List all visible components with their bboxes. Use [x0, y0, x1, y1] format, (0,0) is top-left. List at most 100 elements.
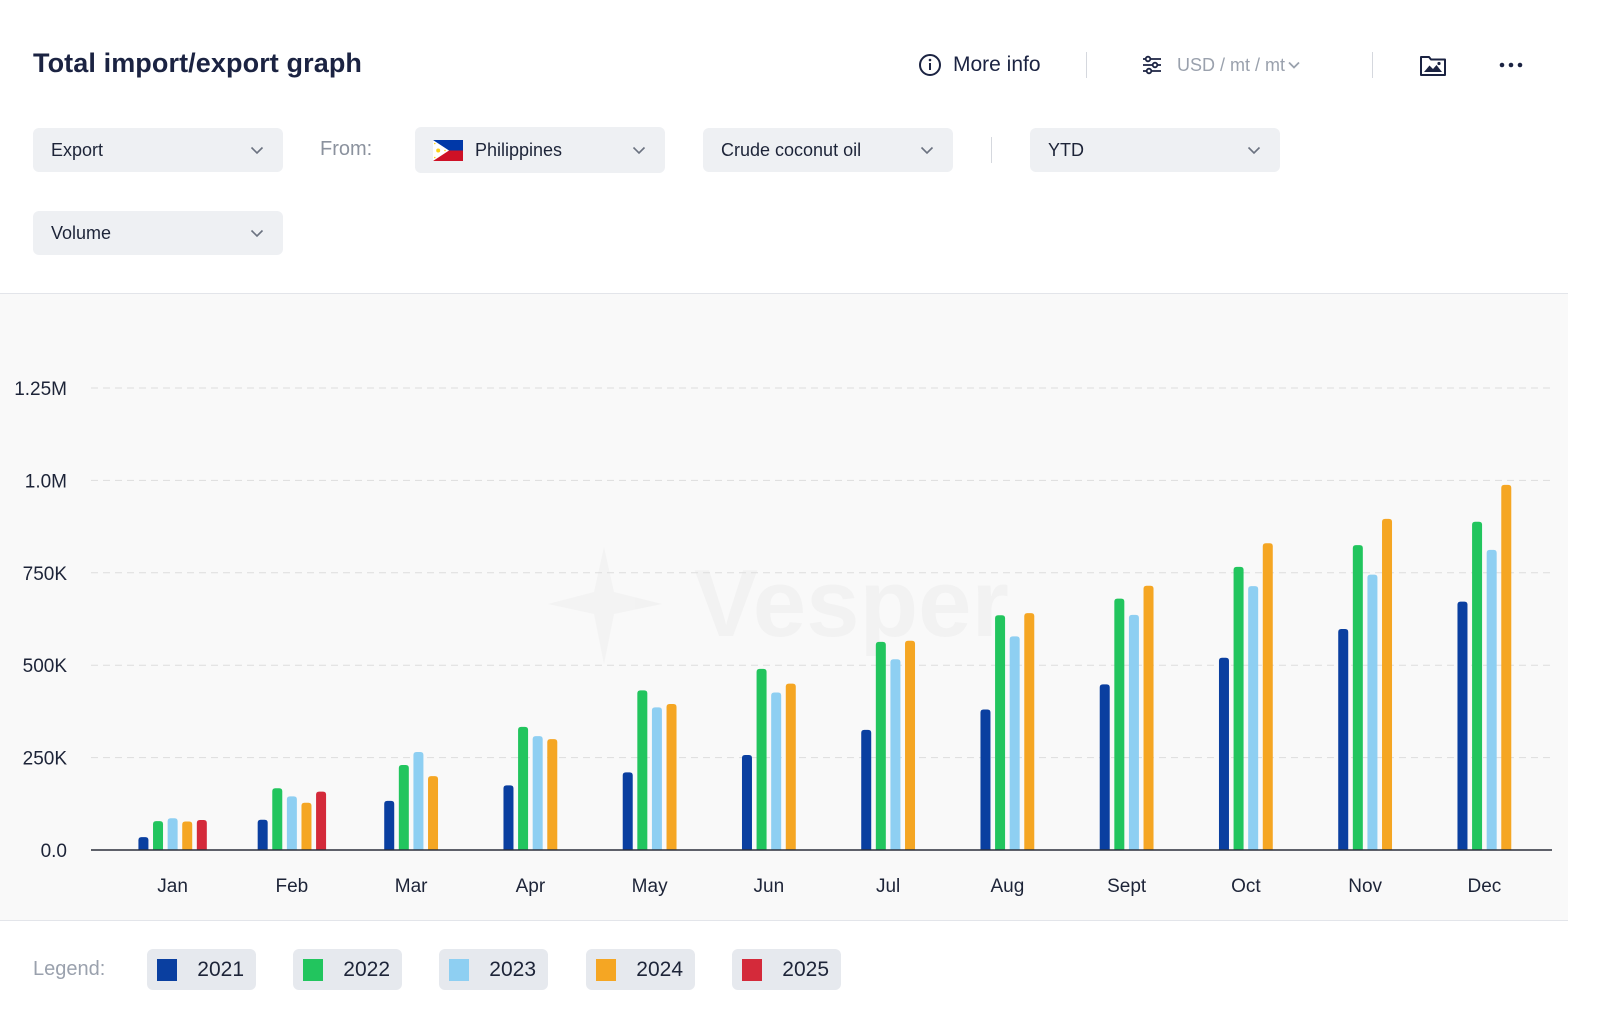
bar-2022-apr[interactable] [518, 726, 529, 850]
bar-2022-mar[interactable] [398, 764, 409, 850]
bar-2021-jul[interactable] [861, 729, 872, 850]
measure-dropdown[interactable]: Volume [33, 211, 283, 255]
bar-2023-jun[interactable] [771, 692, 782, 850]
product-dropdown[interactable]: Crude coconut oil [703, 128, 953, 172]
legend-year: 2025 [782, 957, 829, 981]
y-tick-label: 1.25M [14, 379, 67, 400]
units-label: USD / mt / mt [1177, 54, 1285, 75]
x-tick-label: Apr [516, 876, 546, 897]
chevron-down-icon [1288, 61, 1300, 69]
units-selector[interactable]: USD / mt / mt [1141, 50, 1301, 80]
bar-2024-apr[interactable] [547, 739, 558, 850]
bar-2023-apr[interactable] [532, 736, 543, 850]
bar-2023-oct[interactable] [1248, 586, 1259, 850]
chevron-down-icon [920, 146, 934, 155]
bar-2021-jun[interactable] [741, 755, 752, 850]
legend-swatch [157, 958, 178, 981]
image-folder-icon [1420, 56, 1446, 76]
x-tick-label: Oct [1231, 876, 1261, 897]
bar-2021-sept[interactable] [1099, 684, 1110, 850]
bar-2023-may[interactable] [651, 707, 662, 850]
philippines-flag-icon [433, 139, 463, 161]
legend-item-2023[interactable]: 2023 [439, 949, 548, 990]
legend-swatch [742, 958, 763, 981]
y-tick-label: 250K [23, 749, 68, 770]
bar-2021-jan[interactable] [138, 837, 149, 850]
bar-2024-nov[interactable] [1382, 518, 1393, 850]
legend-item-2022[interactable]: 2022 [293, 949, 402, 990]
bar-2024-jan[interactable] [182, 821, 193, 850]
filter-divider [991, 137, 992, 163]
legend-year: 2023 [489, 957, 536, 981]
bar-2024-oct[interactable] [1262, 543, 1273, 850]
ellipsis-icon [1499, 62, 1523, 68]
period-dropdown[interactable]: YTD [1030, 128, 1280, 172]
x-tick-label: Jan [157, 876, 188, 897]
bar-2022-jul[interactable] [875, 641, 886, 850]
bar-2023-dec[interactable] [1486, 549, 1497, 850]
legend-year: 2024 [636, 957, 683, 981]
bar-2023-sept[interactable] [1128, 614, 1139, 850]
legend-item-2021[interactable]: 2021 [147, 949, 256, 990]
bar-2022-sept[interactable] [1114, 598, 1125, 850]
x-tick-label: May [632, 876, 668, 897]
bar-2022-jun[interactable] [756, 668, 767, 850]
measure-value: Volume [51, 222, 112, 243]
bar-2023-mar[interactable] [413, 752, 424, 850]
bar-2025-feb[interactable] [316, 791, 327, 850]
vesper-watermark: Vesper [548, 547, 1009, 664]
x-tick-label: Sept [1107, 876, 1147, 897]
bar-2021-apr[interactable] [503, 785, 514, 850]
bar-2024-may[interactable] [666, 704, 677, 850]
bar-2021-aug[interactable] [980, 709, 991, 850]
bar-2021-oct[interactable] [1218, 657, 1229, 850]
more-info-button[interactable]: More info [918, 50, 1041, 80]
bar-2022-aug[interactable] [995, 615, 1006, 850]
legend-swatch [449, 958, 470, 981]
bar-2023-jan[interactable] [167, 818, 178, 850]
country-dropdown[interactable]: Philippines [415, 127, 665, 173]
more-info-label: More info [953, 53, 1041, 76]
bar-2022-feb[interactable] [272, 788, 283, 850]
bar-2021-dec[interactable] [1457, 601, 1468, 850]
bar-2022-dec[interactable] [1472, 521, 1483, 850]
bar-2024-jul[interactable] [905, 640, 916, 850]
bar-2023-feb[interactable] [286, 796, 297, 850]
bar-2022-oct[interactable] [1233, 566, 1244, 850]
bar-2021-may[interactable] [622, 772, 633, 850]
legend-item-2024[interactable]: 2024 [586, 949, 695, 990]
legend-label: Legend: [33, 958, 106, 980]
bar-2023-aug[interactable] [1009, 636, 1020, 850]
bar-2021-mar[interactable] [384, 800, 395, 850]
watermark-text: Vesper [694, 550, 1009, 657]
product-value: Crude coconut oil [721, 139, 862, 160]
bar-2023-jul[interactable] [890, 659, 901, 850]
bar-2024-sept[interactable] [1143, 585, 1154, 850]
bar-2021-feb[interactable] [257, 819, 268, 850]
bar-2024-dec[interactable] [1501, 484, 1512, 850]
bar-2024-mar[interactable] [428, 776, 439, 850]
x-tick-label: Feb [276, 876, 309, 897]
bar-2024-feb[interactable] [301, 802, 312, 850]
bar-2022-jan[interactable] [153, 821, 164, 850]
x-tick-label: Nov [1348, 876, 1382, 897]
bar-2024-jun[interactable] [785, 683, 796, 850]
info-icon [919, 54, 941, 76]
flow-dropdown[interactable]: Export [33, 128, 283, 172]
bar-2023-nov[interactable] [1367, 574, 1378, 850]
bar-2022-nov[interactable] [1352, 545, 1363, 850]
country-value: Philippines [475, 139, 563, 160]
legend-item-2025[interactable]: 2025 [732, 949, 841, 990]
more-options-button[interactable] [1496, 50, 1526, 80]
chevron-down-icon [1247, 146, 1261, 155]
bar-2021-nov[interactable] [1338, 628, 1349, 850]
y-tick-label: 0.0 [41, 841, 67, 862]
from-label: From: [320, 138, 373, 160]
legend-swatch [303, 958, 324, 981]
x-tick-label: Mar [395, 876, 428, 897]
x-tick-label: Dec [1467, 876, 1501, 897]
export-image-button[interactable] [1418, 50, 1448, 80]
bar-2024-aug[interactable] [1024, 613, 1035, 850]
bar-2022-may[interactable] [637, 690, 648, 850]
bar-2025-jan[interactable] [196, 820, 207, 850]
